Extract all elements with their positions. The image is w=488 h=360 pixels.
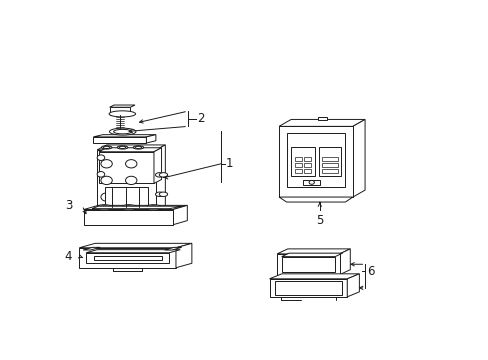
Ellipse shape [155, 173, 163, 177]
Ellipse shape [124, 206, 133, 209]
Ellipse shape [133, 146, 143, 149]
Polygon shape [275, 281, 341, 294]
Polygon shape [104, 186, 148, 208]
Text: 4: 4 [64, 250, 72, 263]
Polygon shape [279, 120, 365, 126]
Polygon shape [352, 120, 365, 197]
Polygon shape [164, 247, 182, 250]
Ellipse shape [100, 206, 109, 209]
Text: 6: 6 [366, 265, 374, 278]
Ellipse shape [97, 205, 112, 210]
Ellipse shape [146, 205, 161, 210]
Polygon shape [269, 274, 359, 279]
Ellipse shape [135, 146, 142, 149]
Ellipse shape [121, 205, 136, 210]
Polygon shape [318, 147, 340, 176]
Text: 2: 2 [196, 112, 204, 125]
Polygon shape [84, 205, 187, 210]
Circle shape [101, 176, 112, 185]
Polygon shape [86, 249, 180, 253]
Polygon shape [86, 253, 169, 263]
Polygon shape [304, 169, 311, 174]
Text: 1: 1 [225, 157, 233, 170]
Polygon shape [93, 137, 146, 143]
Ellipse shape [109, 128, 136, 135]
Polygon shape [154, 148, 161, 184]
Polygon shape [84, 210, 173, 225]
Circle shape [97, 155, 104, 161]
Polygon shape [97, 150, 156, 211]
Polygon shape [93, 135, 156, 137]
Ellipse shape [159, 173, 167, 177]
Polygon shape [303, 180, 320, 185]
Ellipse shape [117, 146, 127, 149]
Polygon shape [294, 169, 301, 174]
Ellipse shape [119, 146, 126, 149]
Circle shape [101, 159, 112, 168]
Polygon shape [304, 163, 311, 167]
Polygon shape [277, 254, 339, 275]
Polygon shape [281, 253, 342, 257]
Text: 5: 5 [315, 214, 323, 227]
Circle shape [308, 180, 314, 184]
Text: 3: 3 [65, 199, 72, 212]
Polygon shape [79, 248, 176, 268]
Polygon shape [269, 279, 346, 297]
Polygon shape [99, 152, 154, 184]
Polygon shape [290, 147, 315, 176]
Ellipse shape [101, 146, 112, 149]
Polygon shape [109, 107, 130, 115]
Polygon shape [83, 247, 100, 250]
Polygon shape [281, 257, 334, 272]
Polygon shape [146, 135, 156, 143]
Polygon shape [173, 205, 187, 225]
Ellipse shape [109, 111, 135, 117]
Polygon shape [294, 157, 301, 161]
Polygon shape [176, 243, 191, 268]
Polygon shape [92, 206, 183, 209]
Ellipse shape [113, 129, 132, 134]
Ellipse shape [148, 206, 158, 209]
Polygon shape [156, 145, 165, 211]
Polygon shape [317, 117, 326, 120]
Circle shape [125, 193, 137, 201]
Polygon shape [322, 157, 337, 161]
Polygon shape [279, 197, 352, 202]
Polygon shape [279, 126, 352, 197]
Ellipse shape [155, 192, 163, 197]
Polygon shape [294, 163, 301, 167]
Polygon shape [97, 145, 165, 150]
Polygon shape [322, 169, 337, 174]
Polygon shape [99, 148, 161, 152]
Ellipse shape [159, 192, 167, 197]
Polygon shape [339, 249, 349, 275]
Polygon shape [287, 133, 344, 187]
Circle shape [101, 193, 112, 201]
Circle shape [125, 159, 137, 168]
Polygon shape [322, 163, 337, 167]
Circle shape [125, 176, 137, 185]
Polygon shape [109, 105, 135, 107]
Polygon shape [304, 157, 311, 161]
Polygon shape [277, 249, 349, 254]
Ellipse shape [103, 146, 110, 149]
Polygon shape [94, 256, 161, 260]
Polygon shape [79, 243, 191, 248]
Circle shape [97, 172, 104, 177]
Polygon shape [346, 274, 359, 297]
